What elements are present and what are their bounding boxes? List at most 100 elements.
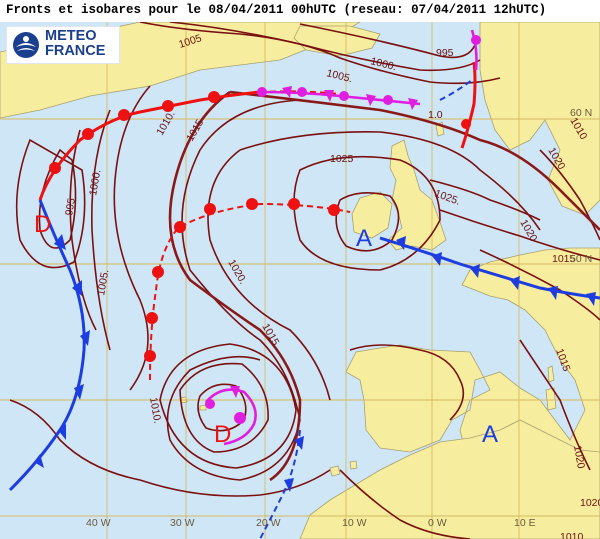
low-pressure-label: D <box>34 211 51 238</box>
occ-symbol <box>383 95 393 105</box>
warm-symbol <box>174 221 186 233</box>
warm-symbol <box>144 350 156 362</box>
isobar-sahara <box>339 469 471 539</box>
occ-symbol <box>297 87 307 97</box>
isobar-label: 995 <box>63 197 78 216</box>
cold-symbol <box>72 280 82 296</box>
warm-symbol <box>162 100 174 112</box>
high-pressure-label: A <box>356 225 372 252</box>
warm-symbol <box>49 162 61 174</box>
logo-emblem-icon <box>13 32 39 58</box>
weather-map[interactable]: 1005 1000. 995 1005. 1010. 1015 1025 100… <box>0 22 600 539</box>
isobar-west-1005 <box>91 109 111 351</box>
longitude-label: 40 W <box>86 517 111 529</box>
isobar-east-1010 <box>539 149 600 241</box>
isobar-west-1010 <box>113 85 151 391</box>
occ-symbol <box>408 98 418 110</box>
isobar-1015-main-west <box>168 90 302 482</box>
grid-labels: 40 W 30 W 20 W 10 W 0 W 10 E 60 N 50 N <box>86 107 592 529</box>
occ-symbol <box>234 412 246 424</box>
cold-symbol <box>396 236 406 250</box>
isobar-995-north <box>299 23 477 59</box>
cold-front-south <box>259 429 301 539</box>
warm-symbol <box>204 203 216 215</box>
corsica <box>547 365 555 383</box>
isobar-southwest <box>9 399 331 497</box>
low-pressure-label: D <box>214 421 231 448</box>
cold-symbol <box>470 264 480 278</box>
cold-symbol <box>58 424 66 440</box>
isobar-iberia <box>349 344 465 421</box>
occ-symbol <box>205 399 215 409</box>
isobar-low-south-2 <box>179 362 269 453</box>
occlusion-vertical <box>470 29 478 71</box>
azores-2 <box>199 404 207 411</box>
isobar-low-south-3 <box>159 343 297 469</box>
occ-symbol <box>324 90 334 102</box>
isobars <box>9 22 600 539</box>
scandinavia <box>479 22 600 216</box>
isobar-low-1000 <box>15 138 86 269</box>
longitude-label: 10 E <box>514 517 536 529</box>
isobar-label: 1020 <box>571 444 587 469</box>
sardinia <box>545 387 557 411</box>
north-africa <box>299 419 600 539</box>
warm-front-symbols <box>49 91 471 362</box>
latitude-label: 60 N <box>570 107 592 119</box>
cold-fronts <box>8 199 600 492</box>
isobar-east-1020 <box>439 209 600 261</box>
cold-symbol <box>34 454 44 468</box>
warm-front-north <box>460 61 477 149</box>
warm-symbol <box>288 198 300 210</box>
cold-front-symbols <box>34 234 596 492</box>
cold-front-atlantic <box>8 199 86 492</box>
cold-symbol <box>548 286 558 300</box>
cold-symbol <box>510 276 520 290</box>
isobar-label: 1005. <box>95 269 111 297</box>
occ-symbol <box>366 94 376 106</box>
map-title: Fronts et isobares pour le 08/04/2011 00… <box>6 3 547 17</box>
isobar-med <box>519 339 591 471</box>
longitude-label: 0 W <box>428 517 447 529</box>
isobar-high-1030 <box>335 192 400 252</box>
cold-symbol <box>586 292 596 306</box>
cold-symbol <box>54 234 66 250</box>
meteo-france-logo-icon: METEO FRANCE <box>6 26 120 64</box>
isobar-label: 1010. <box>147 396 163 424</box>
occ-symbol <box>339 91 349 101</box>
occ-symbol <box>230 386 240 398</box>
warm-symbol <box>152 266 164 278</box>
high-pressure-label: A <box>482 421 498 448</box>
isobar-1000-north <box>169 22 481 72</box>
logo-wordmark: METEO FRANCE <box>45 28 106 59</box>
warm-symbol <box>82 128 94 140</box>
isobar-1005-north <box>139 22 501 85</box>
cold-symbol <box>74 384 84 400</box>
warm-symbol <box>146 312 158 324</box>
occ-symbol <box>471 35 481 45</box>
isobar-label: 1000. <box>87 169 103 197</box>
lat-lon-grid <box>0 22 600 539</box>
warm-symbol <box>328 204 340 216</box>
canary-island-2 <box>349 460 358 470</box>
isobar-high-1025 <box>293 155 441 271</box>
pressure-centers: D A D A <box>34 211 498 448</box>
land-masses <box>0 22 600 539</box>
warm-symbol <box>461 119 471 129</box>
warm-symbol <box>118 109 130 121</box>
cold-symbol <box>284 478 294 492</box>
longitude-label: 20 W <box>256 517 281 529</box>
warm-symbol <box>208 91 220 103</box>
canary-island-1 <box>329 465 341 477</box>
isobar-east-1015 <box>479 249 600 321</box>
occlusion-symbols <box>205 35 481 424</box>
isobar-label: 1020 <box>580 497 600 509</box>
isobar-label: 1010 <box>560 531 584 539</box>
cold-symbol <box>80 330 90 346</box>
cold-front-europe <box>379 236 600 300</box>
cold-front-north <box>439 79 473 101</box>
longitude-label: 10 W <box>342 517 367 529</box>
cold-symbol <box>294 436 304 450</box>
warm-symbol <box>246 198 258 210</box>
isobar-label: 995 <box>436 47 454 59</box>
